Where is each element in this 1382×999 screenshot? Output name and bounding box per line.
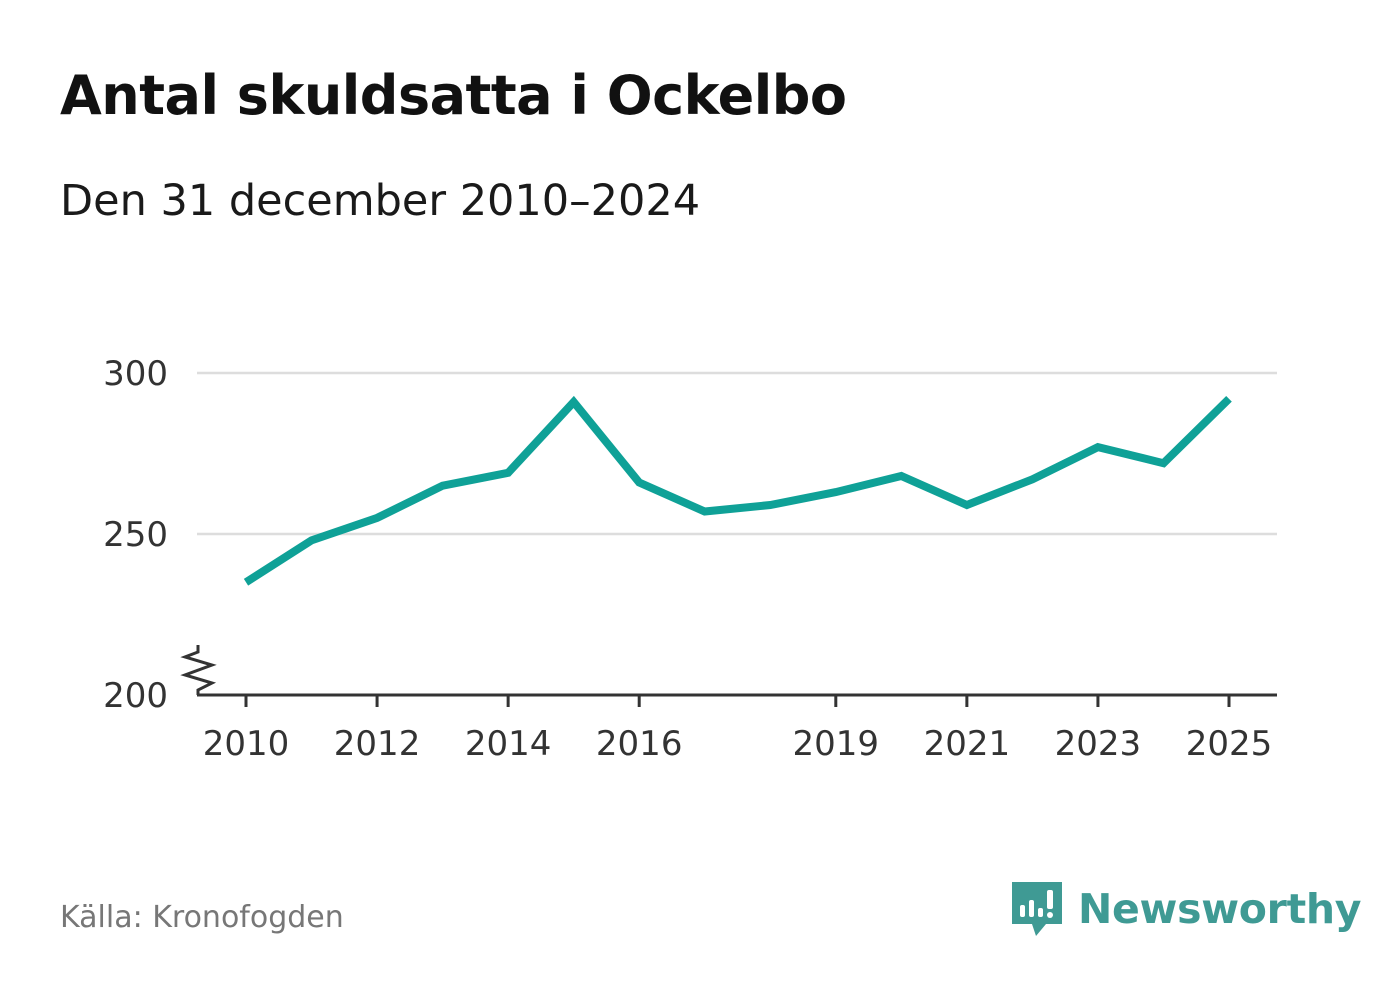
x-tick-label: 2021 <box>924 724 1011 764</box>
x-tick-label: 2016 <box>596 724 683 764</box>
x-tick-label: 2019 <box>793 724 880 764</box>
brand-name: Newsworthy <box>1078 885 1362 933</box>
series-line-0 <box>243 395 1232 586</box>
y-tick-label: 250 <box>103 515 168 555</box>
y-tick-label: 300 <box>103 354 168 394</box>
chart-subtitle: Den 31 december 2010–2024 <box>60 176 701 226</box>
x-tick-label: 2023 <box>1055 724 1142 764</box>
source-credit: Källa: Kronofogden <box>60 900 344 935</box>
x-tick-label: 2010 <box>203 724 290 764</box>
x-tick-label: 2014 <box>465 724 552 764</box>
chart-title: Antal skuldsatta i Ockelbo <box>60 64 847 127</box>
y-tick-label: 200 <box>103 676 168 716</box>
bar-chart-speech-bubble-icon <box>1012 882 1062 936</box>
x-tick-label: 2025 <box>1186 724 1273 764</box>
x-tick-label: 2012 <box>334 724 421 764</box>
brand-logo: Newsworthy <box>1010 878 1361 940</box>
axis-break-icon <box>180 645 217 695</box>
